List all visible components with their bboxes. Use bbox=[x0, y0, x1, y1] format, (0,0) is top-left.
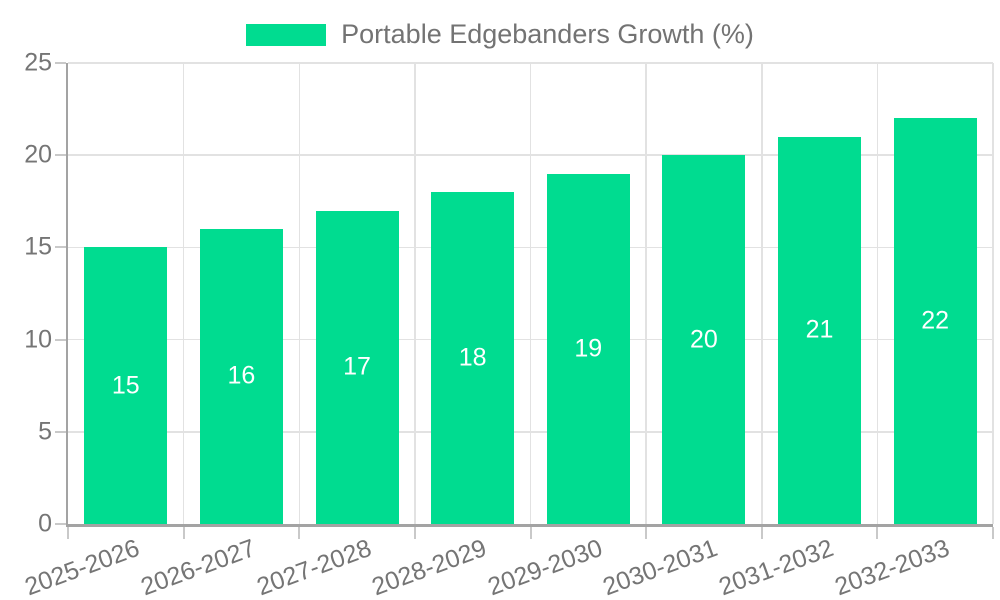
v-gridline bbox=[414, 63, 416, 524]
y-tick-label: 15 bbox=[24, 232, 52, 261]
bar-value-label: 18 bbox=[458, 343, 487, 372]
bar: 17 bbox=[315, 210, 399, 524]
bar-value-label: 19 bbox=[574, 334, 603, 363]
x-tick-label: 2029-2030 bbox=[483, 534, 606, 600]
y-tick bbox=[55, 523, 66, 525]
x-tick bbox=[413, 526, 416, 539]
v-gridline bbox=[645, 63, 647, 524]
x-tick bbox=[182, 526, 185, 539]
x-tick-label: 2030-2031 bbox=[599, 534, 722, 600]
legend: Portable Edgebanders Growth (%) bbox=[0, 19, 1000, 50]
bar: 18 bbox=[431, 192, 515, 524]
bar-value-label: 17 bbox=[343, 352, 371, 381]
y-tick bbox=[55, 154, 66, 157]
x-tick-label: 2026-2027 bbox=[137, 534, 260, 600]
x-tick bbox=[298, 526, 301, 539]
y-tick-label: 20 bbox=[24, 140, 52, 169]
v-gridline bbox=[298, 63, 300, 524]
y-tick bbox=[55, 62, 66, 64]
bar-value-label: 15 bbox=[111, 371, 140, 400]
y-tick-label: 25 bbox=[24, 48, 52, 77]
v-gridline bbox=[182, 63, 185, 524]
y-tick bbox=[55, 430, 66, 433]
bar-value-label: 16 bbox=[227, 361, 256, 390]
bar: 15 bbox=[84, 247, 168, 524]
y-tick-label: 0 bbox=[38, 509, 52, 538]
x-tick bbox=[645, 526, 648, 539]
y-tick-label: 5 bbox=[38, 417, 52, 446]
x-axis-line bbox=[65, 524, 993, 527]
bar-value-label: 21 bbox=[805, 315, 834, 344]
x-tick bbox=[760, 526, 763, 539]
legend-swatch bbox=[246, 23, 327, 46]
bar: 16 bbox=[199, 228, 283, 524]
x-tick bbox=[876, 526, 879, 539]
bar-value-label: 20 bbox=[690, 325, 718, 354]
x-tick-label: 2031-2032 bbox=[715, 534, 838, 600]
x-tick-label: 2027-2028 bbox=[252, 534, 375, 600]
x-tick bbox=[529, 526, 532, 539]
y-tick bbox=[55, 338, 66, 341]
v-gridline bbox=[761, 63, 763, 524]
y-axis-line bbox=[65, 63, 68, 527]
x-tick-label: 2032-2033 bbox=[830, 534, 953, 600]
y-tick bbox=[55, 246, 66, 249]
x-tick bbox=[67, 526, 69, 539]
x-tick-label: 2025-2026 bbox=[21, 534, 144, 600]
v-gridline bbox=[876, 63, 879, 524]
x-tick-label: 2028-2029 bbox=[368, 534, 491, 600]
bar: 19 bbox=[546, 173, 630, 524]
bar: 21 bbox=[778, 136, 862, 524]
x-tick bbox=[992, 526, 994, 539]
v-gridline bbox=[529, 63, 532, 524]
v-gridline bbox=[992, 63, 994, 524]
bar: 20 bbox=[662, 155, 746, 524]
y-tick-label: 10 bbox=[24, 325, 52, 354]
bar: 22 bbox=[893, 118, 977, 524]
legend-label: Portable Edgebanders Growth (%) bbox=[341, 19, 754, 49]
bar-value-label: 22 bbox=[921, 306, 950, 335]
